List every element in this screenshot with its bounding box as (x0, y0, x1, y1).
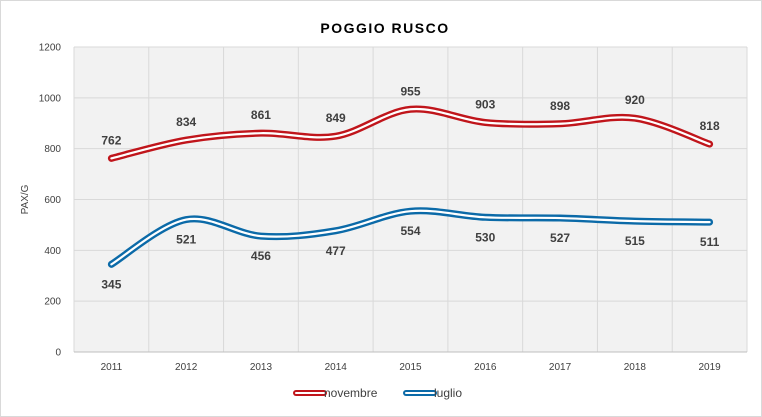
y-tick-label: 1000 (39, 93, 62, 104)
data-label-luglio: 521 (176, 233, 196, 247)
x-tick-label: 2013 (250, 362, 273, 373)
data-label-luglio: 456 (251, 249, 271, 263)
data-label-novembre: 861 (251, 108, 271, 122)
data-label-novembre: 955 (400, 84, 420, 98)
data-label-luglio: 530 (475, 230, 495, 244)
y-tick-label: 1200 (39, 43, 62, 54)
legend-label-novembre: novembre (324, 386, 378, 400)
data-label-luglio: 477 (326, 244, 346, 258)
x-tick-label: 2019 (698, 362, 721, 373)
data-label-novembre: 849 (326, 111, 346, 125)
x-tick-label: 2018 (624, 362, 647, 373)
data-label-novembre: 898 (550, 99, 570, 113)
data-label-novembre: 903 (475, 97, 495, 111)
x-tick-label: 2012 (175, 362, 198, 373)
data-label-luglio: 345 (101, 277, 121, 291)
data-label-novembre: 762 (101, 133, 121, 147)
y-tick-label: 0 (55, 348, 61, 359)
y-axis-label: PAX/G (20, 184, 31, 214)
x-tick-label: 2014 (325, 362, 348, 373)
series-line-inner-luglio (110, 209, 711, 266)
y-tick-label: 200 (44, 297, 61, 308)
legend: novembre luglio (293, 386, 462, 400)
data-label-luglio: 511 (700, 235, 720, 249)
x-tick-label: 2016 (474, 362, 497, 373)
data-label-luglio: 554 (400, 224, 420, 238)
data-label-novembre: 834 (176, 115, 196, 129)
y-tick-label: 600 (44, 195, 61, 206)
chart-title: POGGIO RUSCO (320, 20, 449, 36)
y-tick-label: 800 (44, 144, 61, 155)
data-label-luglio: 515 (625, 234, 645, 248)
plot-area: 0 200 400 600 800 1000 1200 2011 2012 2013 2014 201… (39, 43, 748, 373)
x-tick-label: 2017 (549, 362, 572, 373)
data-label-novembre: 818 (700, 119, 720, 133)
data-label-novembre: 920 (625, 93, 645, 107)
data-label-luglio: 527 (550, 231, 570, 245)
y-tick-label: 400 (44, 246, 61, 257)
x-tick-label: 2011 (101, 362, 123, 373)
legend-label-luglio: luglio (434, 386, 462, 400)
series-line-inner-novembre (110, 107, 711, 160)
x-tick-label: 2015 (399, 362, 422, 373)
